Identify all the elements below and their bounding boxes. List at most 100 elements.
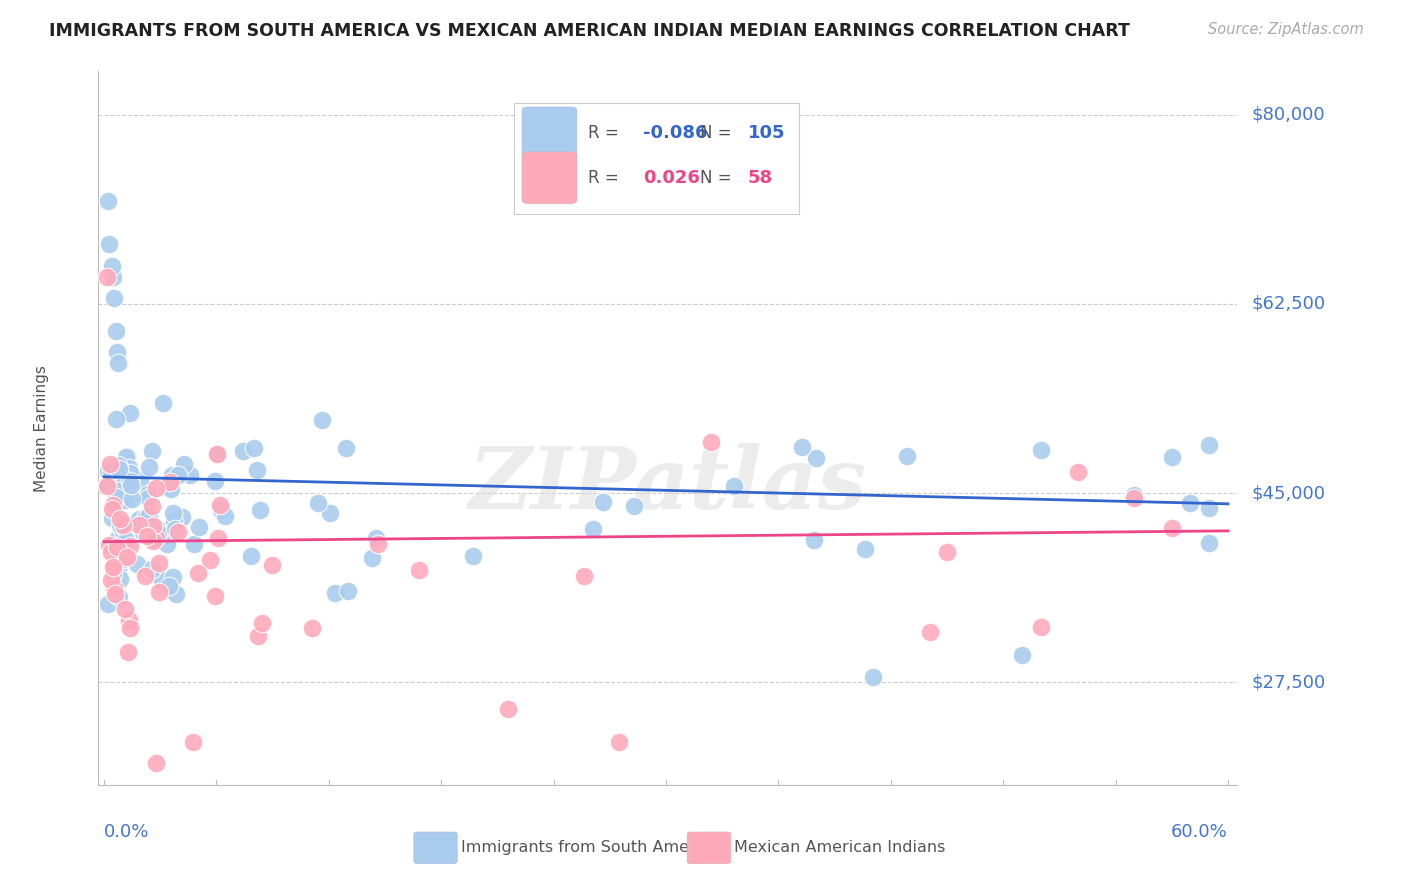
Point <box>1123 488 1146 502</box>
Point <box>107 483 129 498</box>
FancyBboxPatch shape <box>413 832 457 863</box>
Point <box>136 529 159 543</box>
Point <box>162 506 184 520</box>
Point <box>96 478 118 492</box>
Text: ZIPatlas: ZIPatlas <box>468 443 868 527</box>
Point <box>804 451 827 466</box>
Point <box>142 533 165 548</box>
Text: 60.0%: 60.0% <box>1171 822 1227 841</box>
Point <box>134 511 156 525</box>
Point <box>118 406 141 420</box>
Point <box>247 629 270 643</box>
Point <box>145 481 167 495</box>
Point <box>108 590 131 604</box>
Text: R =: R = <box>588 169 624 186</box>
Point <box>1067 465 1090 479</box>
Point <box>148 585 170 599</box>
Point <box>367 537 389 551</box>
Point <box>114 602 136 616</box>
Point <box>260 558 283 572</box>
Text: $62,500: $62,500 <box>1251 295 1326 313</box>
Point <box>103 566 125 581</box>
Point <box>307 496 329 510</box>
Point <box>150 573 173 587</box>
Point <box>108 518 131 533</box>
Point <box>173 458 195 472</box>
Point <box>160 467 183 482</box>
Point <box>138 508 160 522</box>
Point <box>1198 536 1220 550</box>
Text: Mexican American Indians: Mexican American Indians <box>734 840 945 855</box>
Point <box>337 584 360 599</box>
Point <box>108 572 131 586</box>
Point <box>163 522 186 536</box>
Point <box>243 441 266 455</box>
Point <box>117 461 139 475</box>
Point <box>134 569 156 583</box>
Point <box>96 269 118 284</box>
Point <box>146 525 169 540</box>
Point <box>250 616 273 631</box>
Point <box>107 562 129 576</box>
Point <box>855 542 877 557</box>
Point <box>128 517 150 532</box>
Point <box>115 449 138 463</box>
Point <box>163 515 186 529</box>
Point <box>198 552 221 566</box>
Point <box>104 412 127 426</box>
Point <box>1198 501 1220 516</box>
Point <box>118 539 141 553</box>
Point <box>1029 620 1052 634</box>
Point <box>101 502 124 516</box>
Point <box>98 237 121 252</box>
Point <box>1198 437 1220 451</box>
Point <box>100 573 122 587</box>
Point <box>803 533 825 547</box>
Text: 58: 58 <box>748 169 773 186</box>
Point <box>121 492 143 507</box>
Point <box>114 450 136 464</box>
Text: -0.086: -0.086 <box>643 124 707 142</box>
Point <box>107 532 129 546</box>
Text: N =: N = <box>700 169 737 186</box>
Point <box>125 558 148 572</box>
Point <box>107 356 129 370</box>
Point <box>790 440 813 454</box>
Point <box>141 499 163 513</box>
Text: Immigrants from South America: Immigrants from South America <box>461 840 718 855</box>
Point <box>97 194 120 208</box>
Point <box>100 259 122 273</box>
Point <box>1029 442 1052 457</box>
Point <box>105 540 128 554</box>
Point <box>205 447 228 461</box>
Point <box>108 512 131 526</box>
Point <box>204 474 226 488</box>
Point <box>607 735 630 749</box>
Point <box>101 269 124 284</box>
Point <box>360 551 382 566</box>
Text: Median Earnings: Median Earnings <box>34 365 49 491</box>
Point <box>165 587 187 601</box>
Point <box>1160 450 1182 465</box>
FancyBboxPatch shape <box>522 107 576 159</box>
Point <box>97 597 120 611</box>
Point <box>179 468 201 483</box>
Point <box>115 549 138 564</box>
Point <box>461 549 484 564</box>
Point <box>623 500 645 514</box>
FancyBboxPatch shape <box>515 103 799 214</box>
Point <box>112 552 135 566</box>
Point <box>138 459 160 474</box>
Text: $27,500: $27,500 <box>1251 673 1326 691</box>
Point <box>104 324 127 338</box>
Point <box>699 434 721 449</box>
Text: Source: ZipAtlas.com: Source: ZipAtlas.com <box>1208 22 1364 37</box>
Point <box>920 624 942 639</box>
Point <box>1180 496 1202 510</box>
Point <box>142 518 165 533</box>
Text: 105: 105 <box>748 124 785 142</box>
Point <box>111 518 134 533</box>
Point <box>496 702 519 716</box>
Point <box>335 442 357 456</box>
Point <box>311 413 333 427</box>
